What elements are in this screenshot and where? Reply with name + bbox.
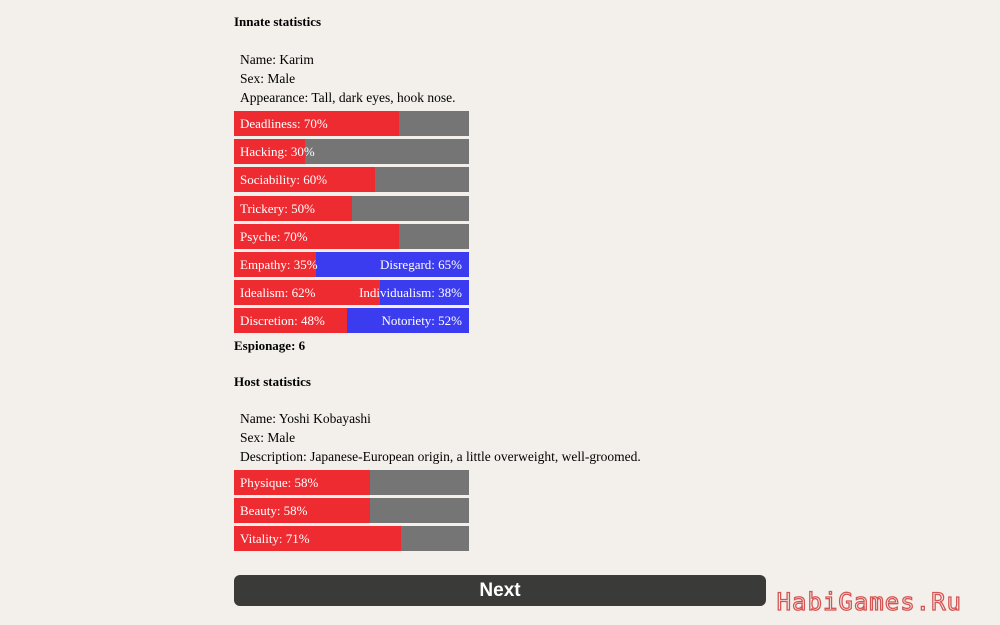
stat-bar: Empathy: 35% Disregard: 65%: [234, 251, 469, 277]
innate-appearance: Appearance: Tall, dark eyes, hook nose.: [240, 90, 456, 105]
stat-label: Discretion: 48%: [240, 313, 325, 329]
stat-label: Trickery: 50%: [240, 200, 315, 216]
stat-label: Psyche: 70%: [240, 228, 308, 244]
innate-name: Name: Karim: [240, 52, 314, 67]
stat-bar: Physique: 58%: [234, 470, 469, 495]
stat-bar: Vitality: 71%: [234, 526, 469, 552]
stat-label: Vitality: 71%: [240, 531, 310, 547]
stat-bar-fill: [234, 526, 401, 552]
stat-bar: Beauty: 58%: [234, 498, 469, 524]
innate-stat-bars: Deadliness: 70% Hacking: 30% Sociability: …: [234, 111, 469, 337]
espionage-stat: Espionage: 6: [234, 338, 306, 353]
stat-bar-fill: [234, 139, 305, 165]
stat-bar-fill: [234, 470, 371, 495]
stat-bar-fill: [234, 308, 347, 334]
stat-label: Empathy: 35%: [240, 256, 318, 272]
stat-bar: Idealism: 62% Individualism: 38%: [234, 280, 469, 306]
host-info: Name: Yoshi Kobayashi Sex: Male Descript…: [240, 409, 641, 466]
host-sex: Sex: Male: [240, 430, 296, 445]
opposed-stat-label: Individualism: 38%: [359, 285, 462, 301]
stat-bar: Psyche: 70%: [234, 223, 469, 249]
host-stat-bars: Physique: 58% Beauty: 58% Vitality: 71%: [234, 470, 469, 555]
host-name: Name: Yoshi Kobayashi: [240, 411, 371, 426]
stat-bar: Deadliness: 70%: [234, 111, 469, 136]
stat-label: Deadliness: 70%: [240, 116, 328, 131]
host-statistics-heading: Host statistics: [234, 374, 311, 389]
opposed-stat-label: Disregard: 65%: [380, 256, 462, 272]
innate-sex: Sex: Male: [240, 71, 296, 86]
stat-bar-fill: [234, 223, 399, 249]
stat-label: Idealism: 62%: [240, 285, 316, 301]
stat-label: Physique: 58%: [240, 475, 319, 490]
stat-bar: Hacking: 30%: [234, 139, 469, 165]
watermark-logo: HabiGames.Ru: [776, 588, 962, 616]
stat-bar-fill: [234, 280, 380, 306]
innate-statistics-heading: Innate statistics: [234, 14, 322, 29]
stat-label: Beauty: 58%: [240, 503, 308, 519]
next-button[interactable]: Next: [234, 575, 766, 606]
opposed-stat-label: Notoriety: 52%: [381, 313, 462, 329]
stat-bar: Discretion: 48% Notoriety: 52%: [234, 308, 469, 334]
stat-bar-fill: [234, 251, 317, 277]
stat-bar: Trickery: 50%: [234, 195, 469, 221]
stat-bar-fill: [234, 167, 375, 193]
stat-bar: Sociability: 60%: [234, 167, 469, 193]
host-description: Description: Japanese-European origin, a…: [240, 449, 641, 464]
stat-bar-fill: [234, 111, 399, 136]
stat-bar-fill: [234, 498, 371, 524]
stat-bar-fill: [234, 195, 352, 221]
stat-label: Hacking: 30%: [240, 144, 315, 160]
stat-label: Sociability: 60%: [240, 172, 328, 188]
innate-info: Name: Karim Sex: Male Appearance: Tall, …: [240, 50, 455, 107]
